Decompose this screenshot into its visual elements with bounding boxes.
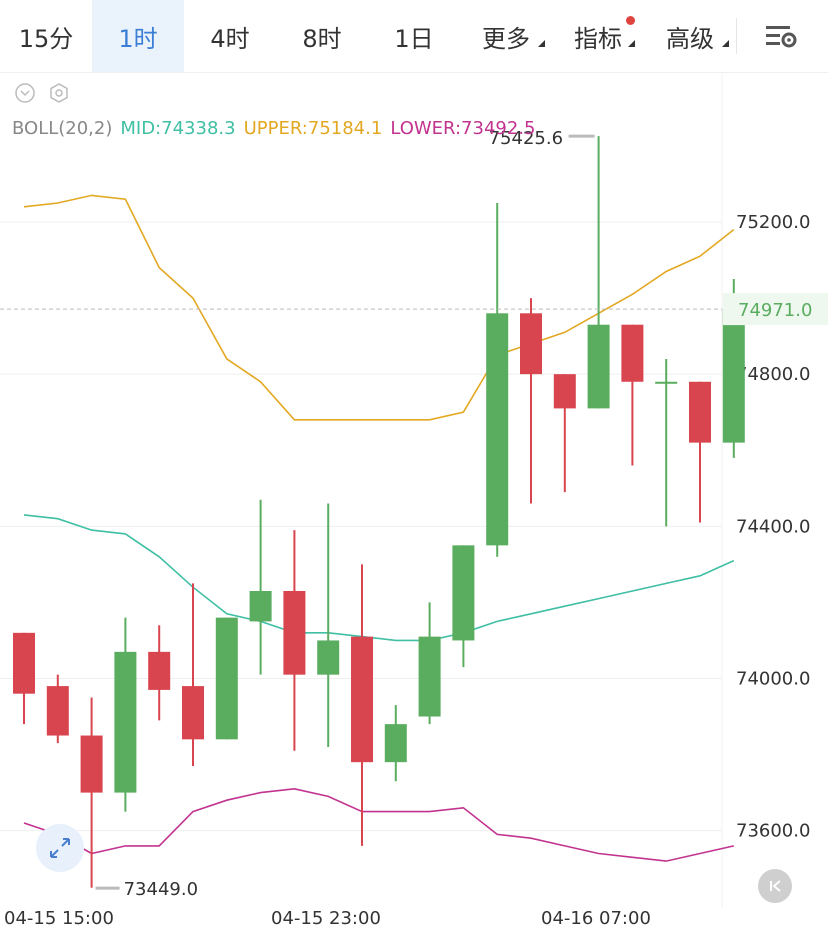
expand-arrows-icon [50,838,70,858]
candle-body [46,686,69,736]
y-tick-label: 74800.0 [736,364,810,385]
boll-mid: MID:74338.3 [120,118,236,139]
boll-name: BOLL(20,2) [12,118,113,139]
toolbar-divider [736,18,737,54]
x-tick-label: 04-16 07:00 [541,908,651,929]
candle-body [215,617,238,740]
interval-tabs: 15分 1时 4时 8时 1日 更多 指标 高级 [0,0,828,72]
candle-body [317,640,340,675]
candle-body [689,381,711,443]
y-tick-label: 73600.0 [736,821,810,842]
tab-15m[interactable]: 15分 [18,24,74,53]
y-tick-label: 75200.0 [736,212,810,233]
caret-icon [538,40,545,47]
high-price-label: 75425.6 [489,128,563,149]
candle-body [553,374,576,409]
tab-8h[interactable]: 8时 [302,24,342,53]
fullscreen-button[interactable] [36,824,84,872]
candle-body [80,735,103,793]
candle-body [452,545,475,641]
tab-1h[interactable]: 1时 [92,0,184,72]
candle-body [182,686,204,740]
boll-mid-line [23,514,735,642]
boll-legend: BOLL(20,2) MID:74338.3 UPPER:75184.1 LOWER:… [12,118,544,139]
candle-body [384,724,407,763]
skip-back-icon [770,880,781,892]
candle-body [13,632,35,694]
candle-body [587,324,610,409]
chart-settings-button[interactable] [752,14,810,58]
chart-settings-icon [766,26,797,48]
candle-body [621,324,644,382]
x-tick-label: 04-15 23:00 [271,908,381,929]
candle-body [520,313,542,375]
candle-body [114,651,137,793]
candle-body [486,313,509,546]
x-tick-label: 04-15 15:00 [4,908,114,929]
candle-body [249,590,272,622]
candle-body [283,590,306,675]
boll-lower-line [23,787,734,862]
indicator-settings-icon[interactable] [48,82,70,104]
candle-body [418,636,441,717]
boll-upper-line [23,194,735,421]
tab-advanced[interactable]: 高级 [644,0,736,72]
candle-body [722,309,745,443]
tab-indicators[interactable]: 指标 [552,0,644,72]
chart-mini-tools [14,82,70,104]
toolbar-bottom-border [0,72,828,73]
candle-body [655,381,678,384]
low-price-label: 73449.0 [124,879,198,900]
last-price-label: 74971.0 [738,300,812,321]
y-tick-label: 74000.0 [736,668,810,689]
last-price-tag [723,293,828,326]
notification-dot-icon [626,16,635,25]
boll-upper: UPPER:75184.1 [243,118,383,139]
collapse-chevron-icon[interactable] [14,82,36,104]
x-axis-labels: 04-15 15:00 04-15 23:00 04-16 07:00 [0,908,828,938]
tab-1d[interactable]: 1日 [394,24,434,53]
y-tick-label: 74400.0 [736,516,810,537]
candlestick-chart[interactable]: 75200.0 74800.0 74400.0 74000.0 73600.0 74971… [0,72,828,908]
scroll-to-start-button[interactable] [758,869,792,903]
caret-icon [722,40,729,47]
caret-icon [628,40,635,47]
boll-lower: LOWER:73492.5 [390,118,536,139]
candle-body [148,651,171,690]
tab-more[interactable]: 更多 [460,0,552,72]
tab-4h[interactable]: 4时 [210,24,250,53]
candle-body [351,636,373,763]
